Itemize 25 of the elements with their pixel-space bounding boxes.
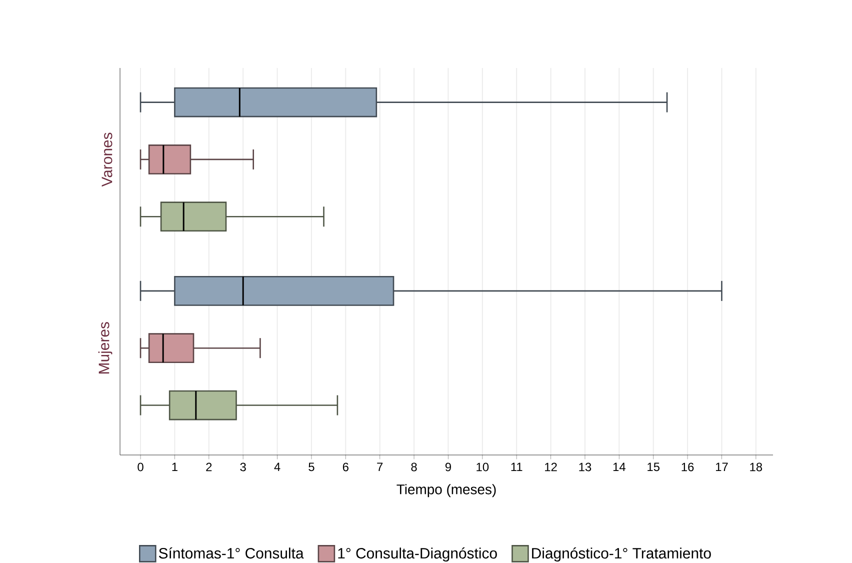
x-tick-label: 10 [476,462,489,472]
y-tick-label: Varones [102,132,112,187]
x-tick-label: 15 [648,462,660,472]
x-tick-label: 8 [411,462,417,472]
x-tick-label: 7 [377,462,383,471]
x-tick-label: 16 [682,462,694,472]
x-tick-label: 11 [511,462,522,471]
x-tick-label: 3 [240,462,246,472]
y-tick-label: Mujeres [98,322,112,374]
x-tick-label: 17 [716,462,728,471]
legend-label: 1° Consulta-Diagnóstico [338,547,497,562]
x-tick-label: 1 [172,462,178,471]
legend-label: Síntomas-1° Consulta [158,547,304,559]
x-tick-label: 14 [613,462,626,471]
x-tick-label: 12 [545,462,557,472]
x-tick-label: 18 [750,462,762,472]
x-tick-label: 9 [445,462,451,472]
x-tick-label: 6 [342,462,348,472]
x-tick-label: 4 [274,462,280,471]
x-tick-label: 0 [138,462,144,472]
x-tick-label: 2 [206,462,212,472]
legend-label: Diagnóstico-1° Tratamiento [532,547,711,562]
x-tick-label: 13 [579,462,592,472]
x-tick-label: 5 [308,462,314,472]
x-axis-title: Tiempo (meses) [396,484,496,498]
